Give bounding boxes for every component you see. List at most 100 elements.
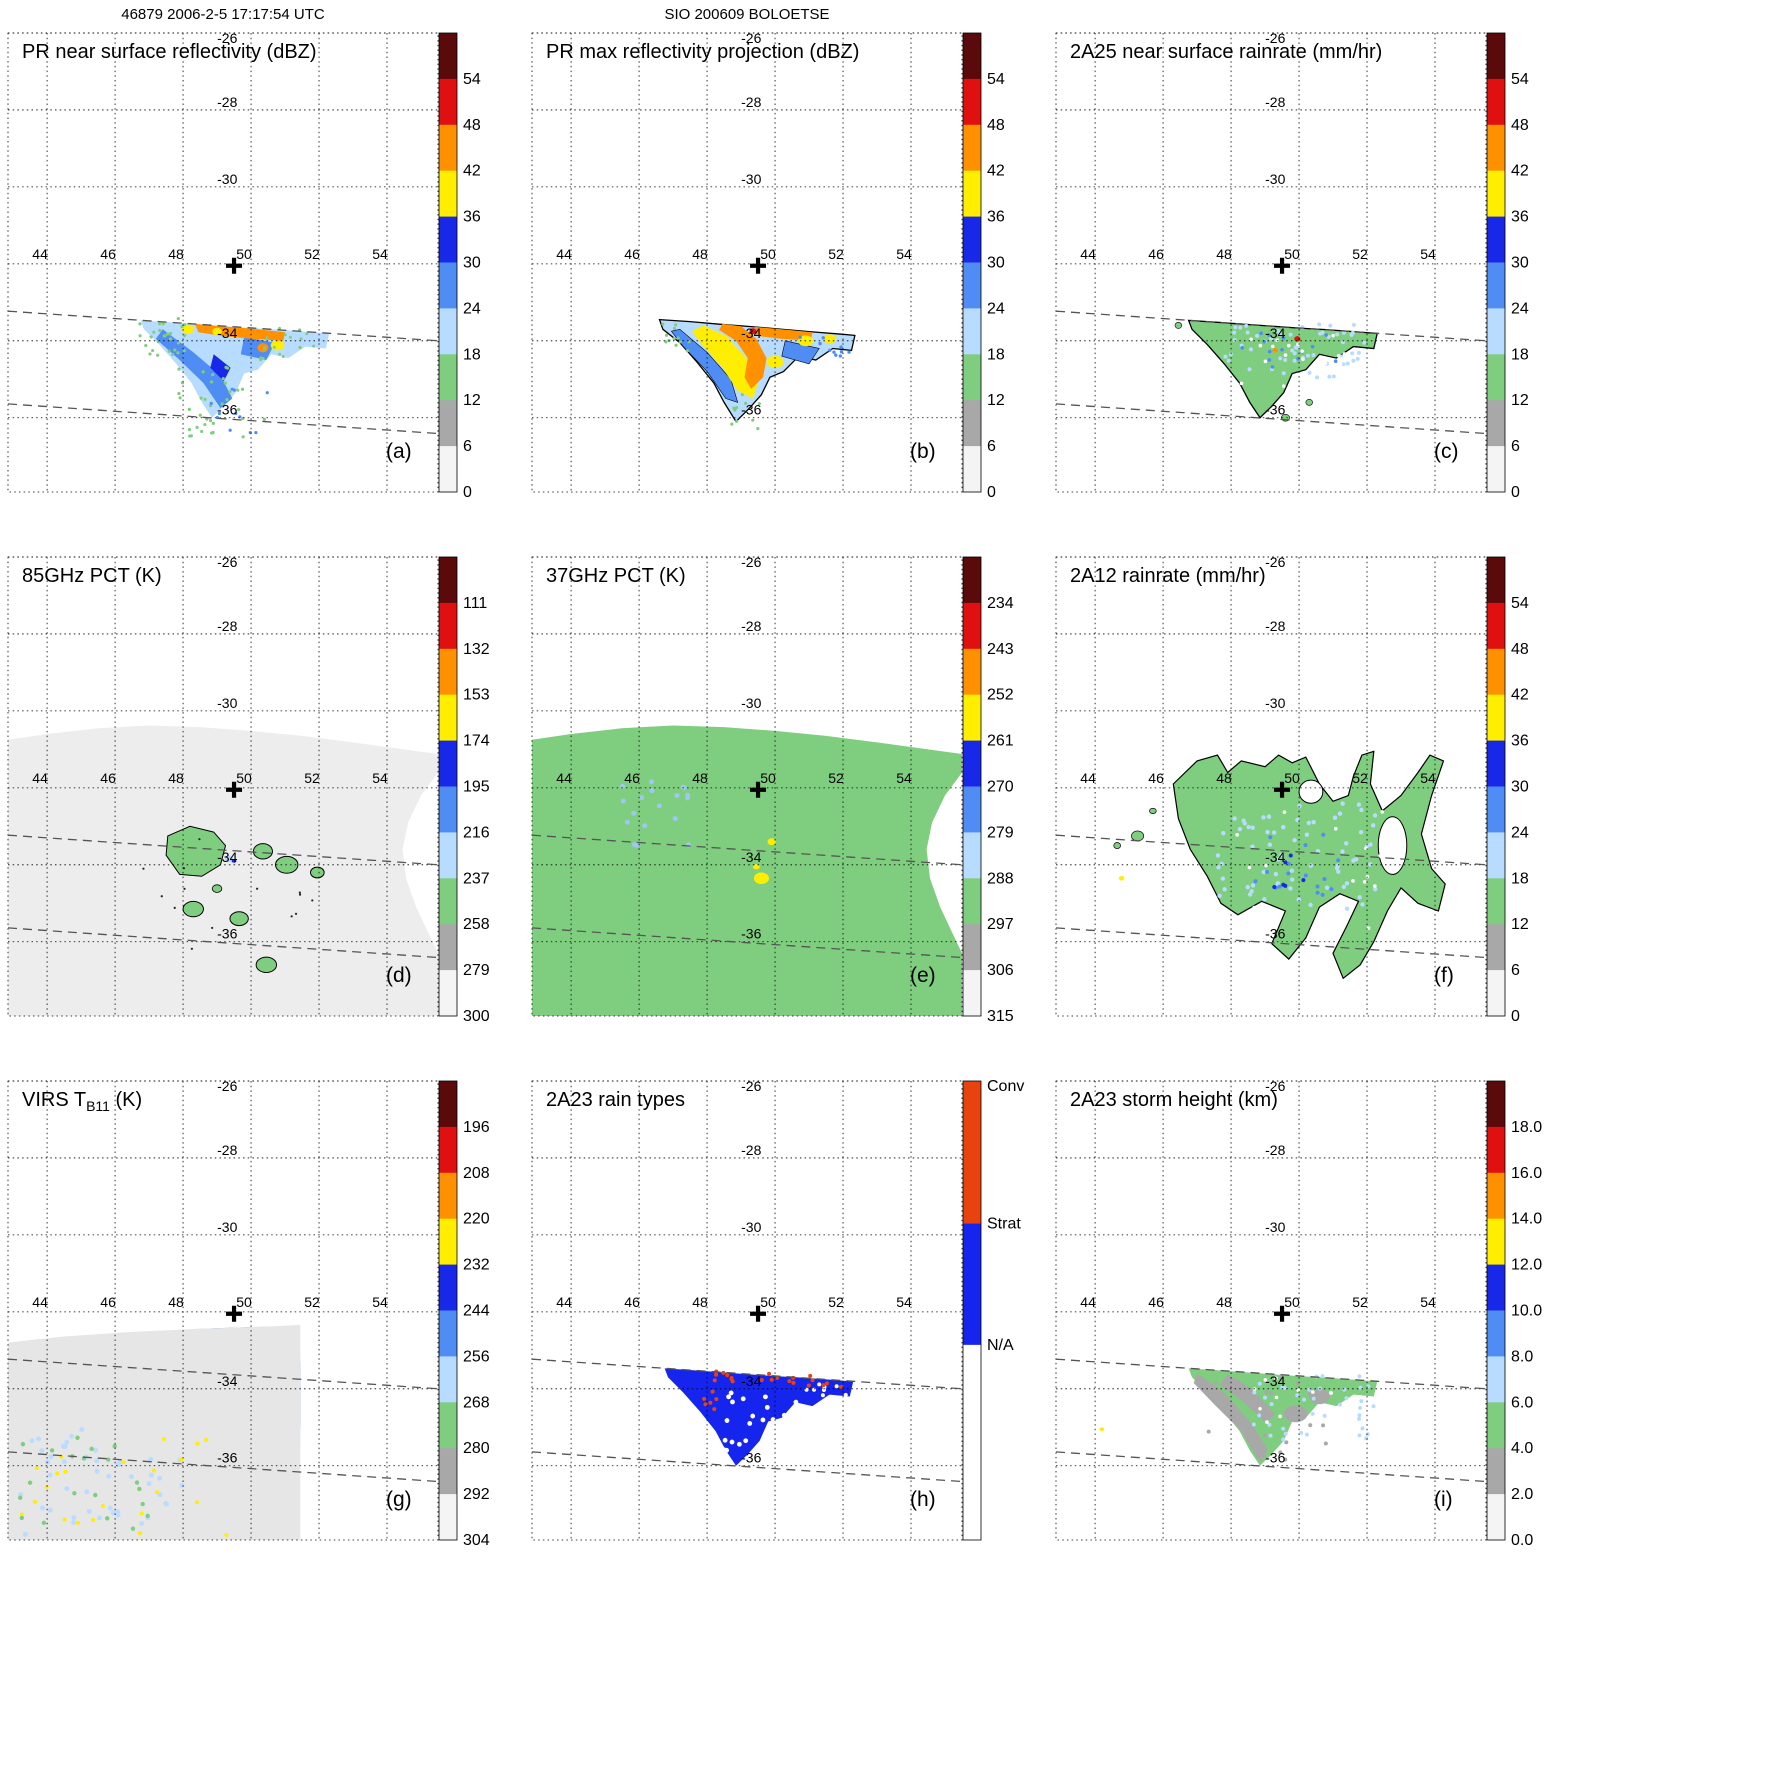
pr-swath-edge-line [532, 1451, 962, 1483]
colorbar-label: 111 [463, 595, 487, 612]
panel-title: 2A23 storm height (km) [1070, 1089, 1278, 1111]
colorbar-label: 12 [1511, 392, 1529, 409]
lon-tick-label: 52 [1352, 246, 1368, 262]
pr-swath-edge-line [532, 834, 962, 866]
colorbar-label: 30 [1511, 255, 1529, 272]
lat-tick-label: -28 [741, 618, 761, 634]
lat-tick-label: -36 [217, 402, 237, 418]
colorbar-label: 232 [463, 1257, 490, 1274]
lon-tick-label: 50 [1284, 770, 1300, 786]
lon-tick-label: 48 [168, 1294, 184, 1310]
graticule [8, 32, 438, 492]
lat-tick-label: -34 [1265, 1373, 1285, 1389]
lat-tick-label: -36 [217, 1450, 237, 1466]
lon-tick-label: 46 [100, 1294, 116, 1310]
lon-tick-label: 50 [236, 770, 252, 786]
storm-center-marker [750, 781, 767, 798]
storm-center-marker [1274, 257, 1291, 274]
colorbar-label: 6 [987, 438, 996, 455]
lon-tick-label: 52 [1352, 770, 1368, 786]
panel-c: 44 46 48 50 52 54 -26 -28 -30 -34 -36 2A25 near sur… [1055, 30, 1529, 501]
colorbar-label: 18 [1511, 346, 1529, 363]
lon-tick-label: 46 [100, 770, 116, 786]
colorbar: 54 48 42 36 30 24 18 12 6 0 [1486, 556, 1529, 1025]
lat-tick-label: -26 [1265, 1078, 1285, 1094]
map-frame [7, 1080, 439, 1541]
colorbar-label: 36 [1511, 209, 1529, 226]
storm-id-title: SIO 200609 BOLOETSE [664, 6, 830, 23]
panel-letter: (b) [910, 440, 936, 463]
colorbar-label: 8.0 [1511, 1348, 1533, 1365]
colorbar-label: 0 [463, 484, 472, 501]
map-frame [531, 1080, 963, 1541]
panel-letter: (c) [1434, 440, 1459, 463]
lon-tick-label: 54 [1420, 246, 1436, 262]
storm-center-marker [1274, 1305, 1291, 1322]
colorbar-label: 12 [463, 392, 481, 409]
storm-center-marker [1274, 781, 1291, 798]
pr-swath-edge-line [8, 403, 438, 435]
pr-swath-edge-line [8, 927, 438, 959]
colorbar: 111 132 153 174 195 216 237 258 279 300 [438, 556, 490, 1025]
colorbar: 54 48 42 36 30 24 18 12 6 0 [438, 32, 481, 501]
map-features [532, 725, 962, 1016]
lat-tick-label: -36 [1265, 402, 1285, 418]
colorbar-label: 6.0 [1511, 1394, 1533, 1411]
colorbar-label: 256 [463, 1348, 490, 1365]
lon-tick-label: 46 [624, 770, 640, 786]
lat-tick-label: -30 [217, 695, 237, 711]
colorbar-label: 0 [1511, 1008, 1520, 1025]
lat-tick-label: -26 [741, 1078, 761, 1094]
lat-tick-label: -34 [741, 325, 761, 341]
colorbar-label: 36 [463, 209, 481, 226]
colorbar-label: Conv [987, 1078, 1024, 1095]
lon-tick-label: 50 [760, 1294, 776, 1310]
colorbar-label: 24 [1511, 300, 1529, 317]
map-frame [531, 556, 963, 1017]
lon-tick-label: 50 [1284, 1294, 1300, 1310]
panel-d: 44 46 48 50 52 54 -26 -28 -30 -34 -36 85GHz PCT (K)… [7, 554, 490, 1025]
colorbar-label: 12.0 [1511, 1257, 1542, 1274]
colorbar-label: 54 [1511, 595, 1529, 612]
colorbar-label: 315 [987, 1008, 1014, 1025]
colorbar-label: 30 [463, 255, 481, 272]
colorbar-label: 304 [463, 1532, 490, 1549]
lat-tick-label: -36 [1265, 1450, 1285, 1466]
lon-tick-label: 52 [304, 246, 320, 262]
lon-tick-label: 54 [896, 1294, 912, 1310]
panel-letter: (a) [386, 440, 412, 463]
colorbar: 234 243 252 261 270 279 288 297 306 315 [962, 556, 1014, 1025]
lon-tick-label: 46 [624, 1294, 640, 1310]
graticule [532, 556, 962, 1016]
colorbar-label: 24 [463, 300, 481, 317]
panel-g: 44 46 48 50 52 54 -26 -28 -30 -34 -36 VIRS TB11 (K)… [7, 1078, 490, 1549]
lat-tick-label: -30 [1265, 171, 1285, 187]
lon-tick-label: 54 [372, 770, 388, 786]
lon-tick-label: 50 [236, 246, 252, 262]
lon-tick-label: 50 [760, 770, 776, 786]
colorbar-label: 0 [987, 484, 996, 501]
colorbar-label: 195 [463, 779, 490, 796]
colorbar: Conv Strat N/A [962, 1078, 1024, 1541]
colorbar-label: 30 [1511, 779, 1529, 796]
panel-title: VIRS TB11 (K) [22, 1089, 142, 1114]
colorbar: 54 48 42 36 30 24 18 12 6 0 [1486, 32, 1529, 501]
colorbar-label: 174 [463, 733, 490, 750]
colorbar-label: 300 [463, 1008, 490, 1025]
lat-tick-label: -36 [217, 926, 237, 942]
pr-swath-edge-line [1056, 927, 1486, 959]
lon-tick-label: 44 [556, 1294, 572, 1310]
colorbar-label: 268 [463, 1394, 490, 1411]
colorbar-label: Strat [987, 1215, 1021, 1232]
lon-tick-label: 52 [828, 246, 844, 262]
lon-tick-label: 52 [828, 1294, 844, 1310]
lat-tick-label: -26 [1265, 554, 1285, 570]
graticule [1056, 556, 1486, 1016]
panel-title: 85GHz PCT (K) [22, 565, 162, 587]
colorbar-label: 48 [987, 117, 1005, 134]
colorbar-label: 14.0 [1511, 1211, 1542, 1228]
lon-tick-label: 50 [760, 246, 776, 262]
lat-tick-label: -34 [1265, 849, 1285, 865]
